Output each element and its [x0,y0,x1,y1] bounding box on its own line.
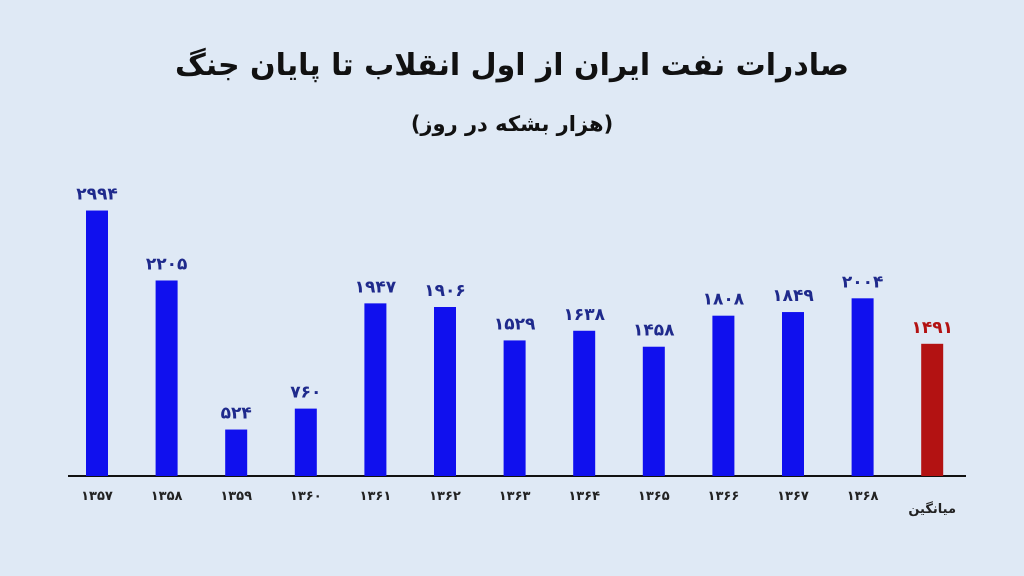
bar-5 [364,303,387,476]
x-tick-label: ۱۳۶۲ [429,489,461,504]
x-tick-label: ۱۳۶۸ [847,489,879,504]
x-tick-label: ۱۳۶۴ [568,489,600,504]
bar-8 [573,330,596,476]
x-tick-label: ۱۳۶۷ [777,489,809,504]
average-bar [921,343,944,476]
x-tick-label: ۱۳۶۰ [290,489,322,504]
value-label: ۱۵۲۹ [494,314,536,334]
x-tick-label: ۱۳۶۶ [708,489,740,504]
value-label: ۱۶۳۸ [563,305,605,325]
value-label: ۱۹۴۷ [355,277,397,297]
chart-subtitle: (هزار بشکه در روز) [410,112,614,136]
value-label: ۱۹۰۶ [424,281,466,301]
bar-1 [86,210,108,477]
x-tick-label: ۱۳۵۸ [151,489,183,504]
average-tick-label: میانگین [908,501,956,517]
chart-title: صادرات نفت ایران از اول انقلاب تا پایان … [175,48,849,83]
value-label: ۱۴۹۱ [911,318,953,338]
x-tick-label: ۱۳۶۳ [499,489,531,504]
x-tick-label: ۱۳۵۷ [81,489,113,504]
value-label: ۵۲۴ [221,404,252,424]
value-label: ۱۴۵۸ [633,321,675,341]
value-label: ۲۰۰۴ [842,272,884,292]
bar-11 [782,312,804,476]
x-tick-label: ۱۳۶۱ [360,489,392,504]
x-tick-label: ۱۳۵۹ [220,489,252,504]
bar-12 [851,298,874,476]
value-label: ۱۸۴۹ [772,286,814,306]
bar-3 [225,429,248,476]
bar-9 [642,346,665,476]
value-label: ۷۶۰ [290,383,321,403]
bar-7 [503,340,526,476]
bar-4 [294,408,317,476]
value-label: ۱۸۰۸ [703,290,745,310]
bar-6 [434,307,456,476]
x-tick-label: ۱۳۶۵ [638,489,670,504]
value-label: ۲۲۰۵ [146,254,188,274]
value-label: ۲۹۹۴ [76,185,118,205]
bar-10 [712,315,735,476]
bar-2 [155,280,178,476]
